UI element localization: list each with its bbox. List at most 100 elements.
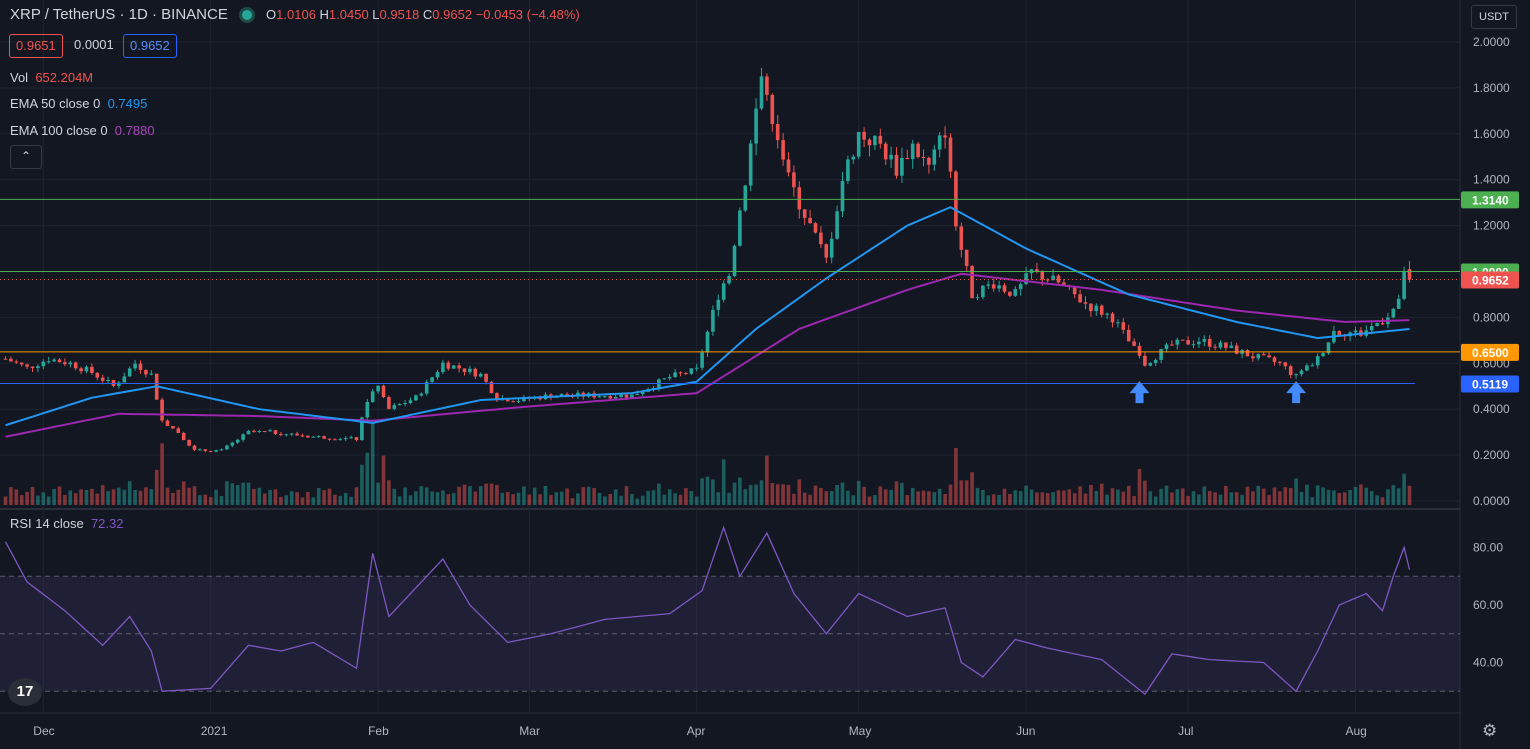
volume-bar [937,488,942,505]
price-tick-label: 0.4000 [1473,402,1510,416]
volume-bar [1105,494,1109,505]
volume-bar [932,492,937,505]
candle-body [338,439,343,441]
volume-bar [9,487,13,505]
volume-bar [252,488,256,505]
rsi-tick-label: 60.00 [1473,598,1503,612]
volume-bar [19,495,24,505]
candle-body [1229,345,1234,348]
price-tick-label: 1.8000 [1473,81,1510,95]
volume-bar [408,495,413,505]
sell-price-box[interactable]: 0.9651 [9,34,63,58]
candle-body [316,436,321,438]
candle-body [127,368,132,377]
price-tick-label: 0.8000 [1473,310,1510,324]
candle-body [1153,359,1158,364]
buy-price-box[interactable]: 0.9652 [123,34,177,58]
volume-bar [543,485,548,505]
volume-bar [462,484,467,505]
ema100-label: EMA 100 close 0 [10,123,108,138]
volume-bar [473,491,478,505]
level-label[interactable]: 0.5119 [1461,375,1519,393]
volume-legend[interactable]: Vol 652.204M [10,70,93,85]
level-label-box [1461,343,1519,361]
candle-body [68,362,73,365]
volume-bar [451,493,456,505]
currency-button[interactable]: USDT [1471,5,1517,29]
candle-body [462,368,467,373]
ema100-value: 0.7880 [114,123,155,138]
volume-value: 652.204M [35,70,94,85]
arrow-up-icon[interactable] [1286,381,1307,404]
price-tick-label: 2.0000 [1473,35,1510,49]
tradingview-logo[interactable]: 17 [8,678,42,706]
volume-bar [1159,488,1163,505]
candle-body [284,434,289,436]
gear-icon[interactable]: ⚙ [1482,721,1498,740]
volume-bar [468,486,472,505]
candle-body [295,433,299,436]
symbol-title[interactable]: XRP / TetherUS · 1D · BINANCE [10,6,228,23]
volume-bar [1045,493,1050,505]
ema100-legend[interactable]: EMA 100 close 0 0.7880 [10,123,155,138]
volume-bar [149,489,154,505]
volume-label: Vol [10,70,29,85]
candle-body [921,156,926,158]
volume-bar [392,488,397,505]
candle-body [187,440,191,446]
volume-bar [435,492,440,505]
volume-bar [322,490,326,505]
candle-body [738,210,742,246]
volume-bar [171,492,175,505]
volume-bar [338,495,343,505]
candle-body [489,381,494,394]
market-status-icon [241,10,252,21]
ema50-legend[interactable]: EMA 50 close 0 0.7495 [10,96,147,111]
volume-bar [1202,486,1207,505]
volume-bar [711,479,715,505]
level-label[interactable]: 0.9652 [1461,271,1519,289]
candle-body [694,367,699,369]
candle-body [862,131,866,140]
candle-body [1099,305,1104,315]
volume-bar [905,495,910,505]
candle-body [559,394,564,397]
rsi-legend[interactable]: RSI 14 close 72.32 [10,516,123,531]
candle-body [624,394,629,398]
candle-body [1062,282,1066,286]
candle-body [133,363,137,369]
candle-body [829,238,834,258]
candle-body [144,369,148,375]
volume-bar [262,493,267,505]
volume-bar [1305,484,1309,505]
candle-body [252,430,256,432]
level-label[interactable]: 1.3140 [1461,191,1519,209]
spread-value: 0.0001 [74,37,114,52]
time-tick-label: May [849,724,872,738]
level-label-text: 0.6500 [1472,346,1509,360]
volume-bar [1067,489,1072,505]
volume-bar [1337,493,1342,505]
volume-bar [727,492,731,505]
volume-bar [295,492,299,505]
volume-bar [311,497,316,505]
volume-bar [1083,493,1088,505]
candle-body [867,139,872,146]
volume-bar [144,487,148,505]
volume-bar [1110,488,1115,505]
candle-body [716,299,721,310]
volume-bar [770,482,775,505]
level-label[interactable]: 0.6500 [1461,343,1519,361]
candle-body [700,352,704,368]
candle-body [111,379,116,386]
candle-body [25,364,29,367]
candle-body [640,391,645,395]
volume-bar [732,482,737,505]
candle-body [41,361,46,367]
volume-bar [1326,489,1331,505]
collapse-legend-button[interactable]: ⌃ [10,145,42,169]
volume-bar [592,488,596,505]
arrow-up-icon[interactable] [1129,381,1150,404]
candle-body [565,394,569,396]
